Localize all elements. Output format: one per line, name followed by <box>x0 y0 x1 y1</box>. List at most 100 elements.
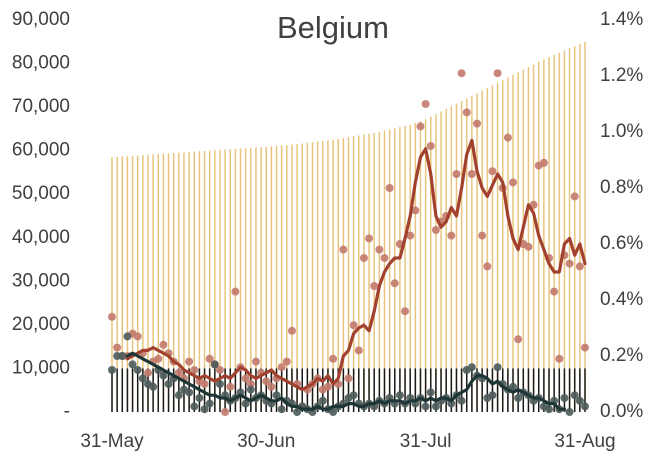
bar <box>152 154 154 412</box>
dot <box>488 391 497 400</box>
dot <box>575 262 584 271</box>
bar <box>193 151 196 413</box>
bar <box>255 147 257 413</box>
bar <box>198 151 201 413</box>
dot <box>509 178 518 187</box>
dot <box>354 346 363 355</box>
bar <box>568 48 571 413</box>
dot <box>251 357 260 366</box>
dot <box>174 368 183 377</box>
dot <box>318 396 327 405</box>
bar <box>363 368 365 412</box>
bar <box>455 103 458 413</box>
bar <box>476 93 478 412</box>
dot <box>200 380 209 388</box>
bar <box>373 368 375 412</box>
bar <box>358 135 360 412</box>
bar <box>296 368 298 412</box>
dot <box>329 354 338 363</box>
dot <box>493 363 502 372</box>
dot <box>205 399 214 408</box>
dot <box>267 382 276 391</box>
dot <box>277 363 286 372</box>
dot <box>581 402 589 411</box>
bar <box>414 122 417 413</box>
dot <box>277 405 286 414</box>
bar <box>471 95 473 412</box>
bar <box>558 52 561 413</box>
y2-tick-label: 0.8% <box>600 177 643 198</box>
bar <box>455 368 458 412</box>
bar <box>584 368 586 412</box>
bar <box>301 143 303 413</box>
bar <box>517 72 519 413</box>
dot <box>339 245 348 254</box>
bar <box>532 64 535 412</box>
dot <box>462 108 471 117</box>
bar <box>332 139 334 412</box>
bar <box>399 127 401 412</box>
bar <box>178 152 180 412</box>
bar <box>548 57 550 413</box>
dot <box>365 234 374 243</box>
dot <box>133 332 142 341</box>
bar <box>131 155 134 413</box>
chart-title: Belgium <box>277 10 389 45</box>
dot <box>329 408 338 416</box>
bar <box>383 368 386 412</box>
bar <box>388 368 391 412</box>
y-tick-label: 20,000 <box>12 314 70 335</box>
dot <box>555 354 564 363</box>
bar <box>481 368 483 412</box>
y-tick-label: 60,000 <box>12 140 70 161</box>
dot <box>570 391 579 400</box>
dot <box>390 279 399 288</box>
dot <box>185 388 194 397</box>
dot <box>138 374 147 383</box>
bar <box>219 368 221 412</box>
y2-tick-label: 0.2% <box>600 345 643 366</box>
dot <box>123 332 132 341</box>
bar <box>471 368 473 412</box>
bar <box>568 368 571 412</box>
bar <box>162 368 165 412</box>
bar <box>296 144 298 412</box>
dot <box>478 231 487 240</box>
bar <box>316 141 319 412</box>
dot <box>570 192 579 201</box>
bar <box>342 368 345 412</box>
dot <box>133 366 142 374</box>
bar <box>347 137 350 413</box>
bar <box>260 368 262 412</box>
bar <box>435 368 437 412</box>
bar <box>486 87 489 413</box>
dot <box>108 366 116 374</box>
bar <box>322 140 324 412</box>
bar <box>352 368 355 412</box>
bar <box>239 148 242 412</box>
bar <box>424 368 427 412</box>
bar <box>234 148 237 412</box>
dot <box>514 394 523 402</box>
bar <box>450 368 453 412</box>
dot <box>293 408 302 416</box>
dot <box>282 357 291 366</box>
bar <box>275 368 278 412</box>
bar <box>548 368 550 412</box>
bar <box>445 368 447 412</box>
bar <box>553 368 555 412</box>
dot <box>128 360 137 369</box>
bar <box>214 150 216 412</box>
dot <box>421 100 430 108</box>
dot <box>539 158 548 167</box>
bar <box>193 368 196 412</box>
dot <box>421 402 430 411</box>
dot <box>575 396 584 405</box>
dot <box>118 352 127 360</box>
dot <box>164 380 173 388</box>
y-tick-label: 70,000 <box>12 96 70 117</box>
bar <box>558 368 561 412</box>
y2-tick-label: 1.0% <box>600 121 643 142</box>
bar <box>111 157 113 412</box>
dot <box>246 380 255 388</box>
